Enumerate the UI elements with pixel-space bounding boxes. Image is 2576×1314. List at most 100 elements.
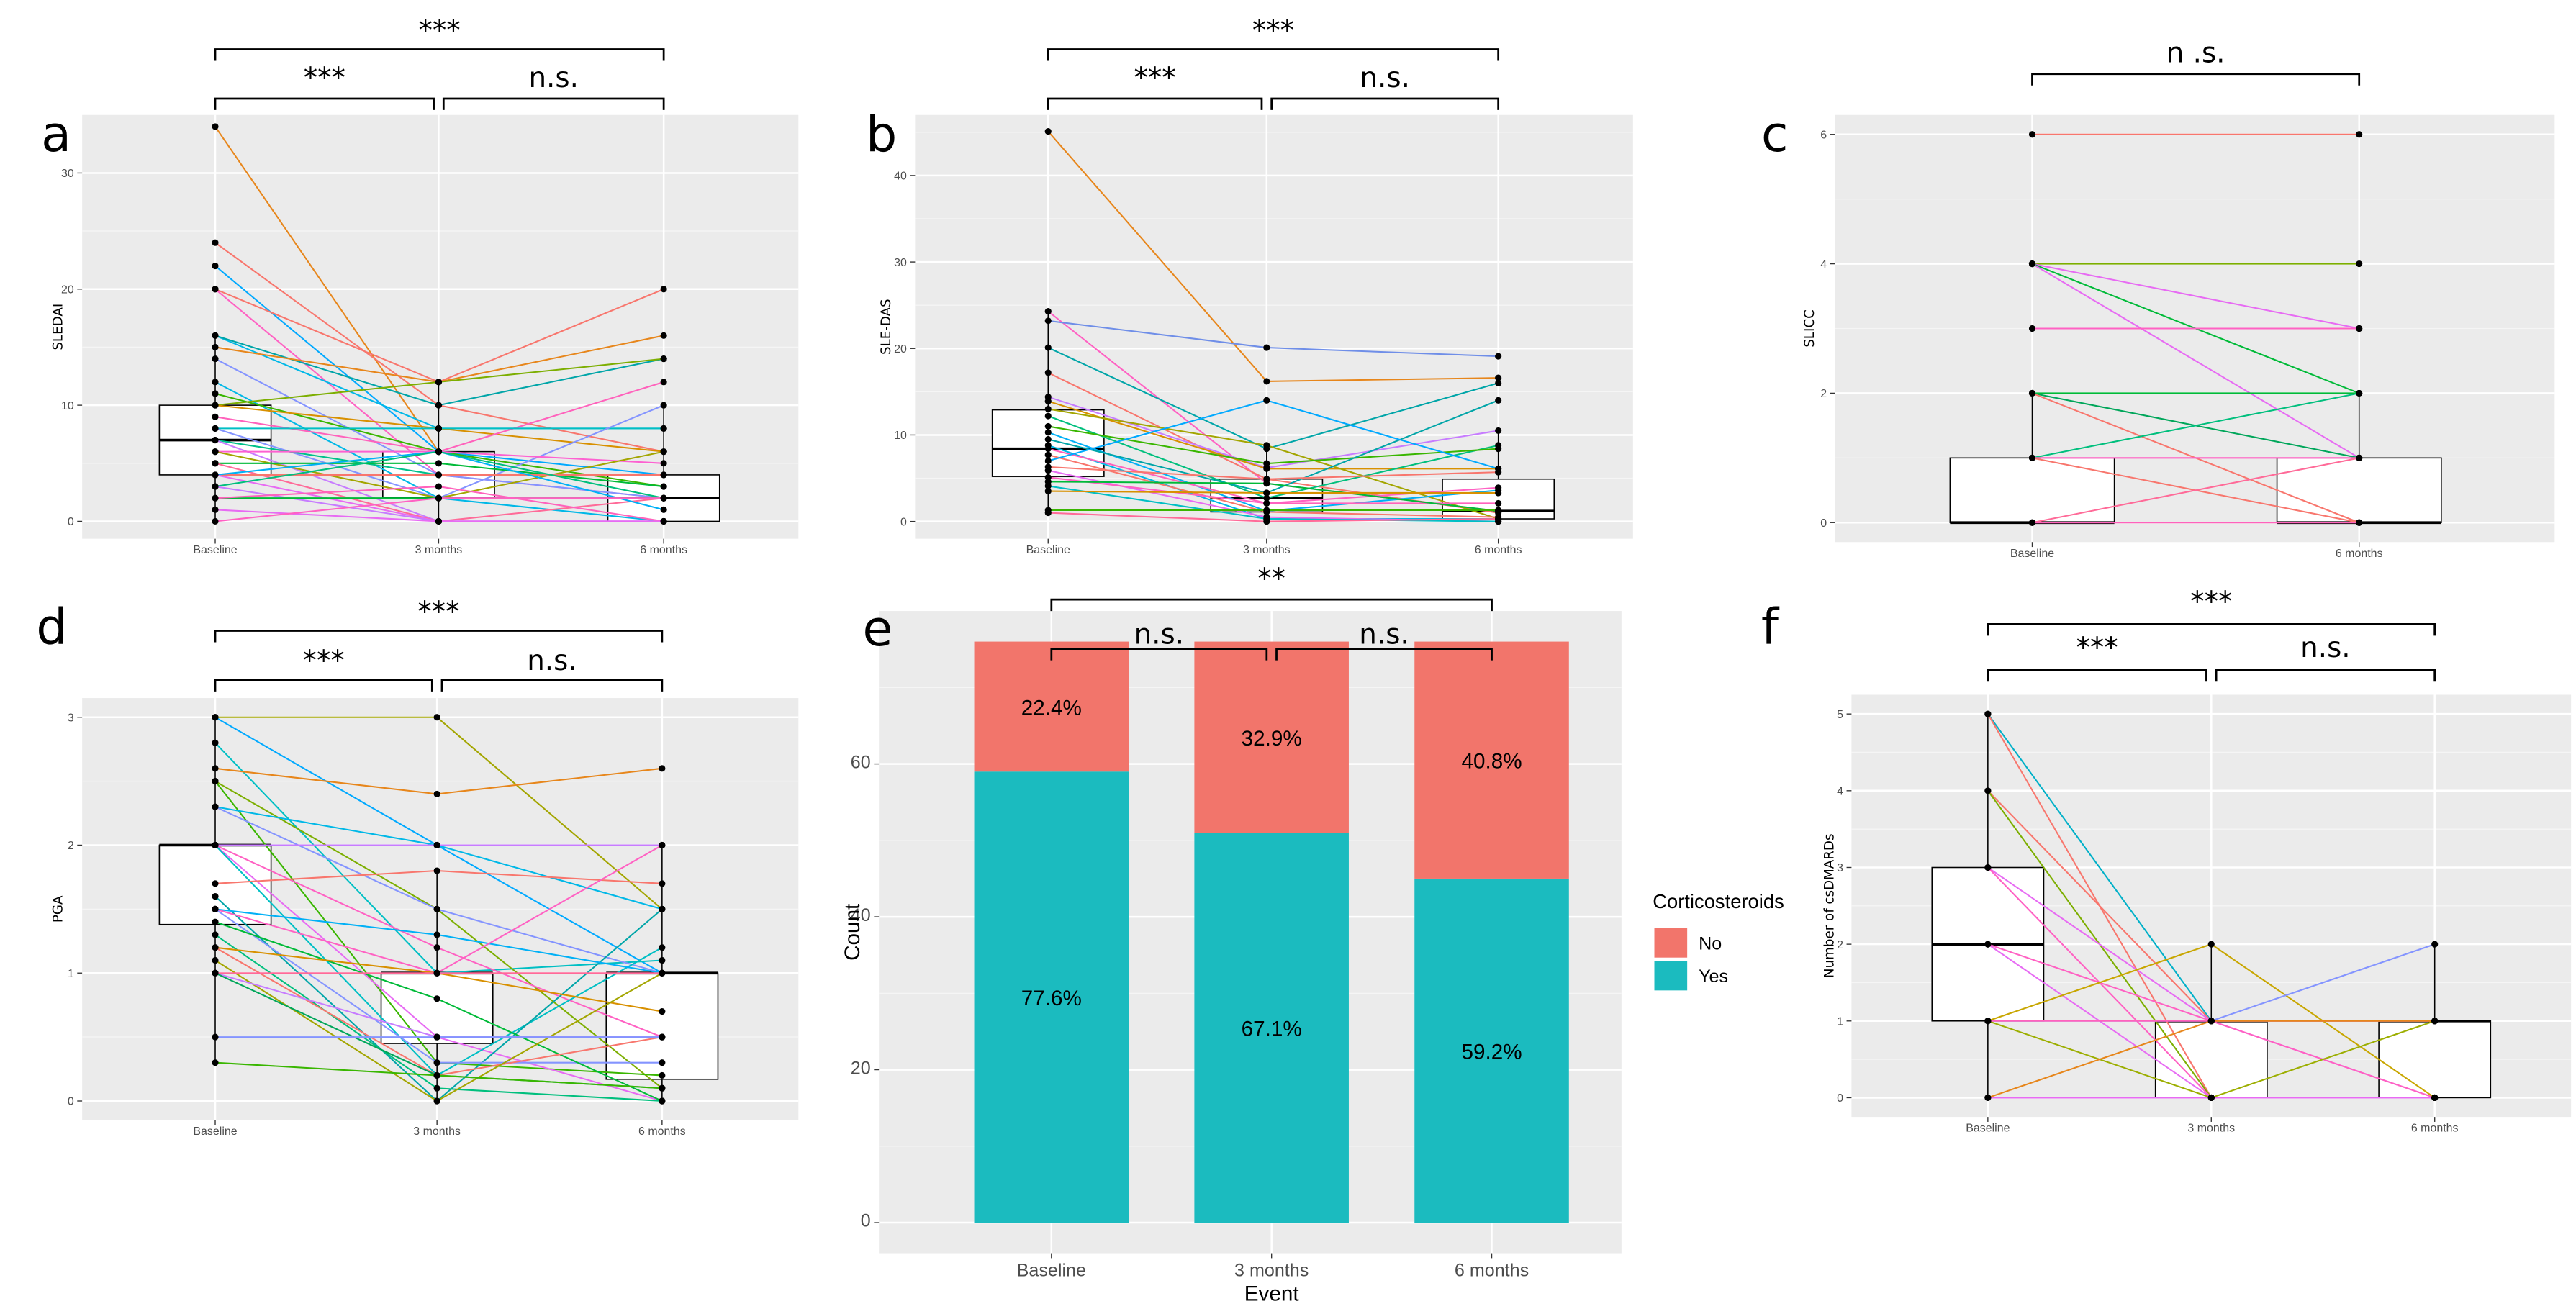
data-point	[1263, 344, 1270, 351]
data-point	[212, 739, 219, 746]
y-tick-label: 30	[61, 168, 74, 180]
data-point	[659, 1084, 666, 1092]
data-point	[433, 714, 440, 721]
data-point	[212, 944, 219, 951]
subject-line	[1987, 790, 2213, 1022]
bar-percent-label: 77.6%	[1021, 987, 1082, 1010]
data-point	[212, 778, 219, 785]
x-tick-label: Baseline	[193, 1125, 237, 1138]
data-point	[659, 1033, 666, 1041]
data-point	[2028, 454, 2036, 461]
significance-label: ***	[1252, 14, 1294, 47]
subject-line	[214, 439, 439, 476]
data-point	[1044, 482, 1052, 489]
subject-line	[214, 1061, 438, 1077]
significance-label: n.s.	[1134, 619, 1184, 651]
subject-line	[1266, 382, 1499, 450]
significance-bracket	[1987, 622, 2436, 636]
subject-line	[1266, 399, 1499, 470]
subject-line	[438, 450, 664, 488]
data-point	[435, 517, 442, 525]
subject-line	[437, 1074, 662, 1089]
y-tick-label: 6	[1820, 129, 1827, 141]
y-tick-label: 40	[851, 905, 871, 925]
data-point	[1984, 787, 1992, 794]
y-axis-title: Number of csDMARDs	[1822, 834, 1837, 979]
subject-line	[214, 497, 439, 522]
data-point	[212, 460, 219, 467]
data-point	[212, 905, 219, 912]
data-point	[435, 471, 442, 479]
data-point	[433, 841, 440, 849]
box	[2378, 1020, 2492, 1099]
data-point	[212, 390, 219, 397]
data-point	[433, 1059, 440, 1066]
subject-line	[214, 392, 439, 453]
data-point	[1044, 412, 1052, 420]
significance-label: n.s.	[2300, 632, 2350, 664]
subject-line	[214, 335, 439, 430]
box	[1949, 457, 2115, 524]
subject-line	[1047, 399, 1267, 462]
x-tick-label: 6 months	[638, 1125, 686, 1138]
data-point	[660, 460, 667, 467]
subject-line	[1266, 511, 1499, 518]
data-point	[212, 402, 219, 409]
data-point	[660, 494, 667, 502]
subject-line	[2032, 263, 2359, 330]
data-point	[2028, 389, 2036, 397]
data-point	[2207, 941, 2215, 948]
panel-letter: a	[41, 106, 71, 163]
data-point	[1044, 422, 1052, 430]
data-point	[1044, 344, 1052, 351]
subject-line	[1266, 517, 1499, 522]
data-point	[659, 944, 666, 951]
subject-line	[214, 509, 439, 522]
y-tick-label: 4	[1837, 786, 1843, 798]
x-tick-label: Baseline	[1026, 544, 1070, 556]
subject-line	[1048, 466, 1267, 480]
data-point	[659, 1059, 666, 1066]
data-point	[1263, 397, 1270, 404]
data-point	[1044, 317, 1052, 325]
subject-line	[1987, 1020, 2212, 1099]
significance-label: n .s.	[2166, 37, 2225, 70]
bar-percent-label: 22.4%	[1021, 696, 1082, 720]
subject-line	[214, 416, 439, 453]
y-tick-label: 0	[1820, 517, 1827, 530]
data-point	[1495, 489, 1502, 497]
data-point	[2356, 325, 2363, 332]
significance-label: ***	[303, 645, 345, 677]
data-point	[433, 905, 440, 912]
y-tick-label: 40	[894, 171, 907, 183]
bar-percent-label: 40.8%	[1461, 750, 1522, 774]
subject-line	[1266, 486, 1499, 504]
y-axis-title: SLE-DAS	[879, 299, 894, 355]
significance-bracket	[2031, 73, 2361, 86]
subject-line	[214, 486, 439, 522]
data-point	[212, 931, 219, 938]
significance-label: ***	[2190, 586, 2232, 618]
panel-letter: d	[36, 599, 67, 656]
subject-line	[2210, 1020, 2436, 1099]
data-point	[660, 483, 667, 490]
data-point	[1495, 515, 1502, 522]
y-axis-title: Count	[841, 903, 864, 961]
subject-line	[214, 288, 439, 383]
data-point	[660, 471, 667, 479]
x-tick-label: 3 months	[413, 1125, 461, 1138]
significance-label: ***	[2076, 632, 2118, 664]
data-point	[1263, 499, 1270, 507]
data-point	[433, 1071, 440, 1079]
y-tick-label: 2	[68, 840, 74, 852]
subject-line	[214, 335, 439, 407]
y-tick-label: 20	[851, 1058, 871, 1078]
data-point	[212, 918, 219, 925]
data-point	[659, 765, 666, 772]
data-point	[433, 1097, 440, 1105]
subject-line	[1047, 310, 1267, 484]
significance-bracket	[1047, 48, 1500, 61]
subject-line	[214, 265, 440, 453]
data-point	[1044, 369, 1052, 376]
subject-line	[438, 474, 664, 499]
